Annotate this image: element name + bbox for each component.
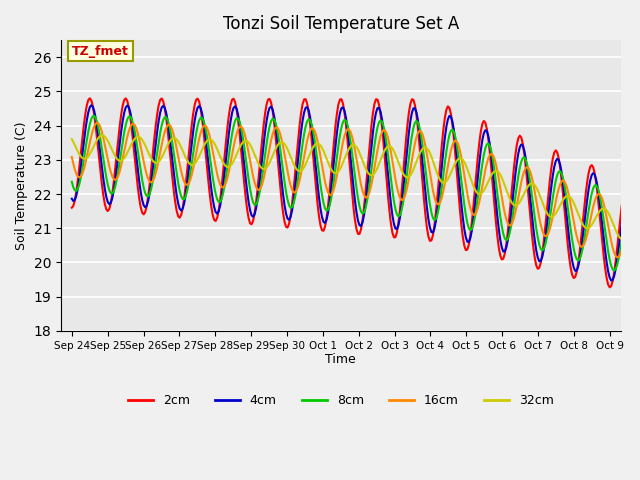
Y-axis label: Soil Temperature (C): Soil Temperature (C) (15, 121, 28, 250)
Legend: 2cm, 4cm, 8cm, 16cm, 32cm: 2cm, 4cm, 8cm, 16cm, 32cm (123, 389, 559, 412)
X-axis label: Time: Time (325, 353, 356, 366)
Title: Tonzi Soil Temperature Set A: Tonzi Soil Temperature Set A (223, 15, 459, 33)
Text: TZ_fmet: TZ_fmet (72, 45, 129, 58)
